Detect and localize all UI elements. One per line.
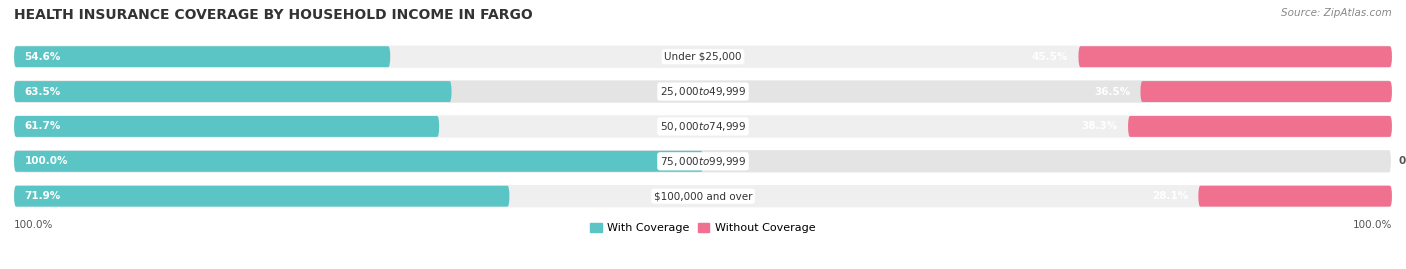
FancyBboxPatch shape [1078, 46, 1392, 67]
FancyBboxPatch shape [14, 151, 703, 172]
FancyBboxPatch shape [14, 184, 1392, 208]
Text: 36.5%: 36.5% [1094, 87, 1130, 97]
Text: 71.9%: 71.9% [24, 191, 60, 201]
Text: 28.1%: 28.1% [1152, 191, 1188, 201]
Text: 54.6%: 54.6% [24, 52, 60, 62]
FancyBboxPatch shape [14, 46, 391, 67]
FancyBboxPatch shape [14, 81, 451, 102]
FancyBboxPatch shape [14, 114, 1392, 139]
Text: 61.7%: 61.7% [24, 121, 60, 132]
Text: $75,000 to $99,999: $75,000 to $99,999 [659, 155, 747, 168]
Text: 0.0%: 0.0% [1399, 156, 1406, 166]
Text: HEALTH INSURANCE COVERAGE BY HOUSEHOLD INCOME IN FARGO: HEALTH INSURANCE COVERAGE BY HOUSEHOLD I… [14, 8, 533, 22]
FancyBboxPatch shape [1140, 81, 1392, 102]
Text: 63.5%: 63.5% [24, 87, 60, 97]
Text: $100,000 and over: $100,000 and over [654, 191, 752, 201]
Text: 100.0%: 100.0% [24, 156, 67, 166]
FancyBboxPatch shape [14, 149, 1392, 174]
FancyBboxPatch shape [14, 79, 1392, 104]
Text: Under $25,000: Under $25,000 [664, 52, 742, 62]
FancyBboxPatch shape [14, 186, 509, 207]
FancyBboxPatch shape [1198, 186, 1392, 207]
Text: $25,000 to $49,999: $25,000 to $49,999 [659, 85, 747, 98]
Text: 45.5%: 45.5% [1032, 52, 1069, 62]
FancyBboxPatch shape [14, 116, 439, 137]
Text: 38.3%: 38.3% [1081, 121, 1118, 132]
Text: Source: ZipAtlas.com: Source: ZipAtlas.com [1281, 8, 1392, 18]
Text: 100.0%: 100.0% [14, 220, 53, 230]
Text: $50,000 to $74,999: $50,000 to $74,999 [659, 120, 747, 133]
FancyBboxPatch shape [14, 44, 1392, 69]
Legend: With Coverage, Without Coverage: With Coverage, Without Coverage [586, 219, 820, 238]
FancyBboxPatch shape [1128, 116, 1392, 137]
Text: 100.0%: 100.0% [1353, 220, 1392, 230]
